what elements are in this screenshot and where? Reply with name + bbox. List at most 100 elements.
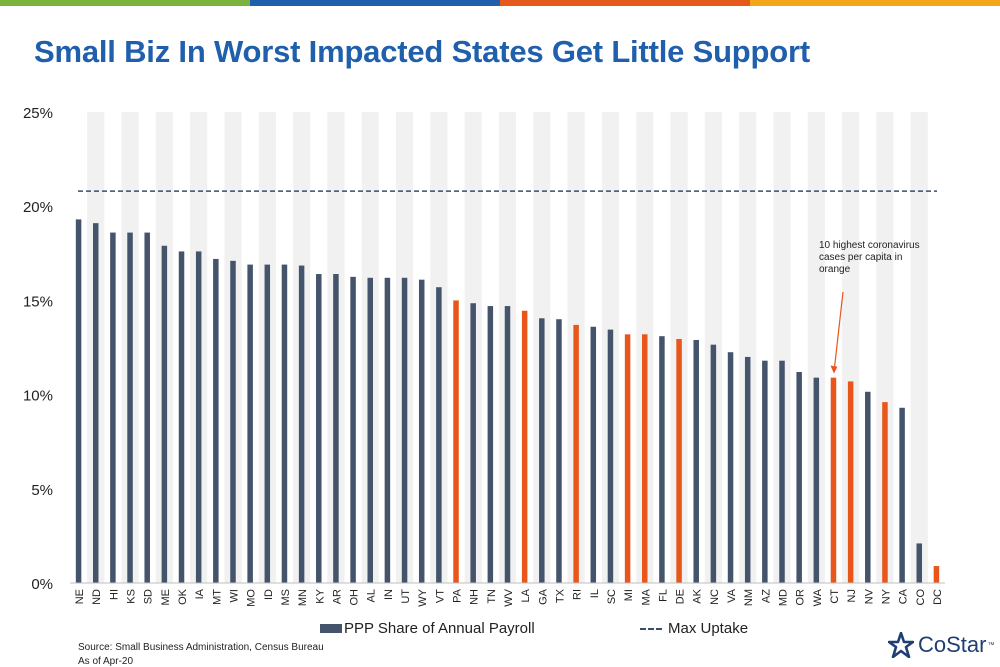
bar-ma — [642, 334, 648, 583]
x-tick-label: AK — [692, 588, 704, 603]
bar-tx — [556, 319, 562, 583]
x-tick-label: SD — [143, 589, 155, 604]
bar-ak — [693, 339, 699, 583]
bar-or — [796, 371, 802, 583]
x-tick-label: ID — [263, 589, 275, 600]
costar-star-icon — [888, 632, 914, 658]
bar-vt — [436, 287, 442, 583]
column-stripe — [773, 112, 791, 583]
bar-nc — [710, 344, 717, 583]
x-tick-label: FL — [657, 589, 669, 602]
x-tick-label: MD — [778, 589, 790, 606]
bar-nd — [92, 223, 99, 583]
column-stripe — [876, 112, 894, 583]
bar-ms — [281, 264, 288, 583]
x-tick-label: LA — [520, 588, 532, 602]
annotation-arrowhead — [830, 365, 838, 374]
x-tick-label: AR — [331, 589, 343, 604]
bar-nj — [847, 381, 854, 583]
x-tick-label: MA — [640, 588, 652, 605]
bar-ct — [830, 377, 837, 583]
x-tick-label: OR — [795, 589, 807, 606]
x-tick-label: NC — [709, 589, 721, 605]
y-tick-label: 10% — [23, 388, 53, 405]
top-color-bar — [0, 0, 1000, 6]
top-bar-green — [0, 0, 250, 6]
bar-ia — [195, 251, 202, 583]
x-tick-label: NY — [880, 588, 892, 604]
bar-ca — [899, 407, 905, 583]
x-tick-label: NH — [469, 589, 481, 605]
x-tick-label: WV — [503, 588, 515, 606]
bar-id — [264, 264, 271, 583]
x-tick-label: OK — [177, 588, 189, 605]
bar-oh — [350, 276, 356, 583]
bar-fl — [659, 336, 665, 583]
bar-la — [521, 310, 528, 583]
y-tick-label: 25% — [23, 105, 53, 122]
x-tick-label: VA — [726, 588, 738, 603]
x-tick-label: KY — [314, 588, 326, 603]
x-tick-label: NJ — [846, 589, 858, 602]
column-stripe — [807, 112, 825, 583]
bar-ri — [573, 324, 579, 583]
bar-co — [916, 543, 923, 583]
bar-wv — [504, 306, 511, 583]
bar-mi — [624, 334, 631, 583]
x-tick-label: DC — [932, 589, 944, 605]
annotation-text: orange — [819, 264, 851, 275]
x-tick-label: ME — [160, 589, 172, 606]
x-tick-label: CA — [898, 588, 910, 604]
bar-nv — [865, 391, 871, 583]
x-tick-label: AZ — [760, 589, 772, 603]
legend-line-swatch — [640, 627, 662, 630]
legend-bar-entry: PPP Share of Annual Payroll — [320, 620, 535, 637]
legend-line-label: Max Uptake — [668, 620, 749, 637]
logo-trademark: ™ — [987, 641, 995, 649]
legend-line-entry: Max Uptake — [640, 620, 748, 637]
x-tick-label: IL — [589, 589, 601, 598]
x-tick-label: OH — [349, 589, 361, 606]
bar-va — [727, 352, 734, 583]
bar-wy — [418, 279, 425, 583]
bar-wa — [813, 377, 820, 583]
bar-ky — [316, 274, 322, 583]
x-tick-label: NM — [743, 589, 755, 606]
x-tick-label: AL — [366, 589, 378, 602]
x-tick-label: WA — [812, 588, 824, 606]
bar-sd — [144, 232, 150, 584]
top-bar-blue — [250, 0, 500, 6]
legend-bar-swatch — [320, 624, 342, 633]
bar-nh — [470, 303, 476, 583]
column-stripe — [842, 112, 860, 583]
annotation-arrow — [833, 291, 844, 368]
x-tick-label: IN — [383, 589, 395, 600]
x-tick-label: VT — [434, 589, 446, 603]
x-tick-label: IA — [194, 588, 206, 599]
y-tick-label: 20% — [23, 199, 53, 216]
y-tick-label: 0% — [31, 576, 53, 593]
annotation-text: 10 highest coronavirus — [819, 240, 920, 251]
bar-pa — [453, 300, 459, 583]
x-tick-label: DE — [675, 589, 687, 604]
bar-ga — [539, 318, 545, 583]
x-tick-label: TN — [486, 589, 498, 604]
bar-nm — [744, 356, 751, 583]
x-tick-label: MI — [623, 589, 635, 601]
bar-in — [384, 277, 391, 583]
x-tick-label: MS — [280, 589, 292, 606]
x-tick-label: MO — [246, 589, 258, 607]
bar-hi — [110, 232, 116, 584]
source-note: Source: Small Business Administration, C… — [78, 642, 324, 653]
x-tick-label: SC — [606, 589, 618, 604]
x-tick-label: WY — [417, 588, 429, 606]
x-tick-label: TX — [554, 588, 566, 603]
bar-me — [161, 245, 168, 583]
as-of-note: As of Apr-20 — [78, 656, 134, 667]
x-tick-label: CO — [915, 589, 927, 606]
bar-mt — [213, 258, 219, 583]
bar-mo — [247, 264, 253, 583]
x-tick-label: GA — [537, 588, 549, 605]
column-stripe — [910, 112, 928, 583]
